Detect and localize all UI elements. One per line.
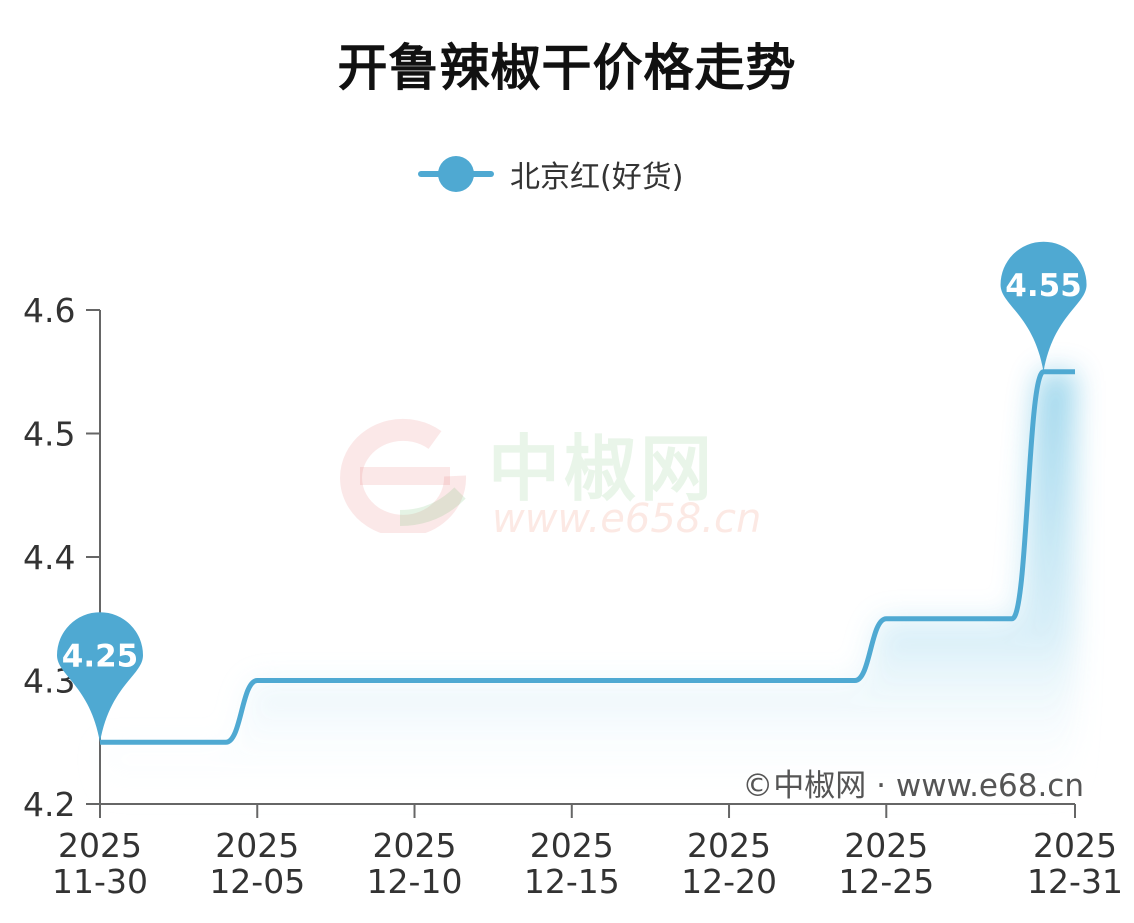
legend-swatch-icon	[418, 150, 494, 198]
data-label-pin	[56, 612, 144, 743]
markers: 4.25 4.55	[56, 241, 1087, 743]
legend-label: 北京红(好货)	[510, 160, 684, 195]
x-tick-label-year: 2025	[1033, 826, 1117, 865]
y-tick-label: 4.6	[23, 291, 75, 330]
x-tick-label-date: 12-31	[1027, 862, 1123, 901]
legend[interactable]: 北京红(好货)	[418, 150, 683, 198]
y-tick-label: 4.4	[23, 538, 75, 577]
x-tick-label-date: 12-05	[209, 862, 305, 901]
x-tick-label-date: 12-15	[524, 862, 620, 901]
series-area	[100, 371, 1075, 804]
series-line	[100, 369, 1075, 745]
x-tick-label-date: 12-25	[838, 862, 934, 901]
credit-text: ©中椒网 · www.e68.cn	[742, 768, 1084, 804]
series-area-fill	[100, 371, 1075, 804]
x-tick-label-year: 2025	[844, 826, 928, 865]
x-tick-label-date: 11-30	[52, 862, 148, 901]
y-tick-label: 4.5	[23, 415, 75, 454]
watermark-url: www.e658.cn	[492, 496, 762, 542]
x-tick-label-date: 12-10	[367, 862, 463, 901]
data-label: 4.55	[1005, 268, 1082, 304]
y-tick-label: 4.2	[23, 785, 75, 824]
data-label-pin	[1000, 241, 1087, 372]
series-line-path	[100, 369, 1075, 745]
chart-title: 开鲁辣椒干价格走势	[337, 39, 797, 97]
data-label: 4.25	[62, 638, 139, 674]
x-tick-label-year: 2025	[687, 826, 771, 865]
x-tick-label-year: 2025	[58, 826, 142, 865]
x-tick-label-year: 2025	[530, 826, 614, 865]
x-tick-label-date: 12-20	[681, 862, 777, 901]
x-tick-label-year: 2025	[373, 826, 457, 865]
x-tick-label-year: 2025	[215, 826, 299, 865]
watermark-brand: 中椒网	[488, 427, 717, 511]
axes: 4.24.34.44.54.6202511-30202512-05202512-…	[23, 291, 1123, 901]
watermark-logo-icon	[340, 418, 467, 533]
